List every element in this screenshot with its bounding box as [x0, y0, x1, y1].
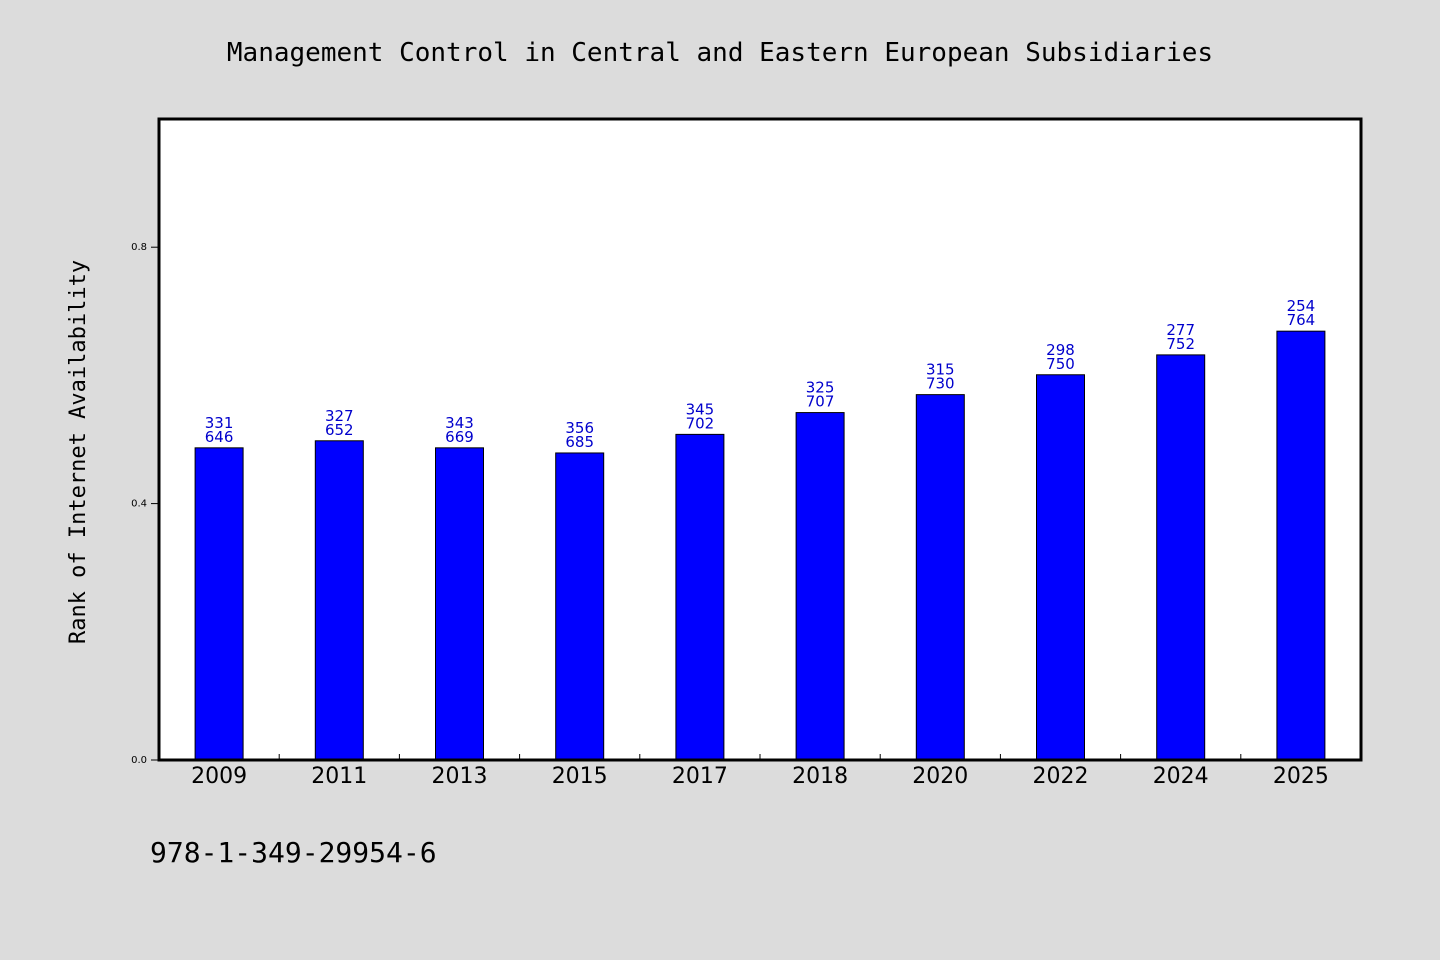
x-tick-label: 2018 [792, 764, 848, 789]
bar-2013 [435, 447, 484, 761]
bar-2009 [194, 447, 244, 761]
data-label-top: 345 [686, 400, 715, 418]
data-label-bottom: 764 [1287, 311, 1316, 329]
data-label-bottom: 652 [325, 421, 354, 439]
x-tick-label: 2011 [311, 764, 367, 789]
data-label-bottom: 669 [445, 428, 474, 446]
data-label-bottom: 750 [1046, 355, 1075, 373]
y-tick-label: 0.8 [131, 242, 147, 253]
footer-isbn: 978-1-349-29954-6 [150, 836, 437, 869]
y-axis-label: Rank of Internet Availability [66, 260, 91, 644]
plot-frame [157, 117, 1363, 762]
bar-2011 [314, 440, 364, 761]
x-tick-label: 2015 [552, 764, 608, 789]
data-label-top: 254 [1287, 297, 1316, 315]
bar-2015 [555, 452, 605, 761]
data-label-bottom: 646 [205, 428, 234, 446]
data-label-top: 331 [205, 414, 234, 432]
x-tick-label: 2009 [191, 764, 247, 789]
y-tick-label: 0.0 [131, 755, 147, 766]
data-label-bottom: 707 [806, 393, 835, 411]
data-label-top: 315 [926, 361, 955, 379]
data-label-top: 325 [806, 379, 835, 397]
x-tick-label: 2013 [432, 764, 488, 789]
chart-title: Management Control in Central and Easter… [227, 38, 1213, 68]
bar-2022 [1036, 374, 1085, 761]
bar-2017 [675, 433, 725, 761]
data-label-top: 277 [1166, 321, 1195, 339]
data-label-bottom: 752 [1166, 335, 1195, 353]
x-tick-label: 2022 [1033, 764, 1089, 789]
x-tick-label: 2024 [1153, 764, 1209, 789]
bar-2025 [1276, 330, 1326, 761]
y-tick-label: 0.4 [131, 499, 147, 510]
data-label-bottom: 730 [926, 375, 955, 393]
bar-2024 [1156, 354, 1206, 761]
bar-2018 [795, 412, 845, 761]
x-tick-label: 2020 [912, 764, 968, 789]
x-tick-label: 2025 [1273, 764, 1329, 789]
bar-2020 [915, 394, 965, 761]
data-label-top: 356 [565, 419, 594, 437]
data-label-bottom: 685 [565, 433, 594, 451]
data-label-top: 327 [325, 407, 354, 425]
data-label-top: 298 [1046, 341, 1075, 359]
bars [194, 330, 1326, 761]
data-label-top: 343 [445, 414, 474, 432]
x-tick-label: 2017 [672, 764, 728, 789]
data-label-bottom: 702 [686, 414, 715, 432]
